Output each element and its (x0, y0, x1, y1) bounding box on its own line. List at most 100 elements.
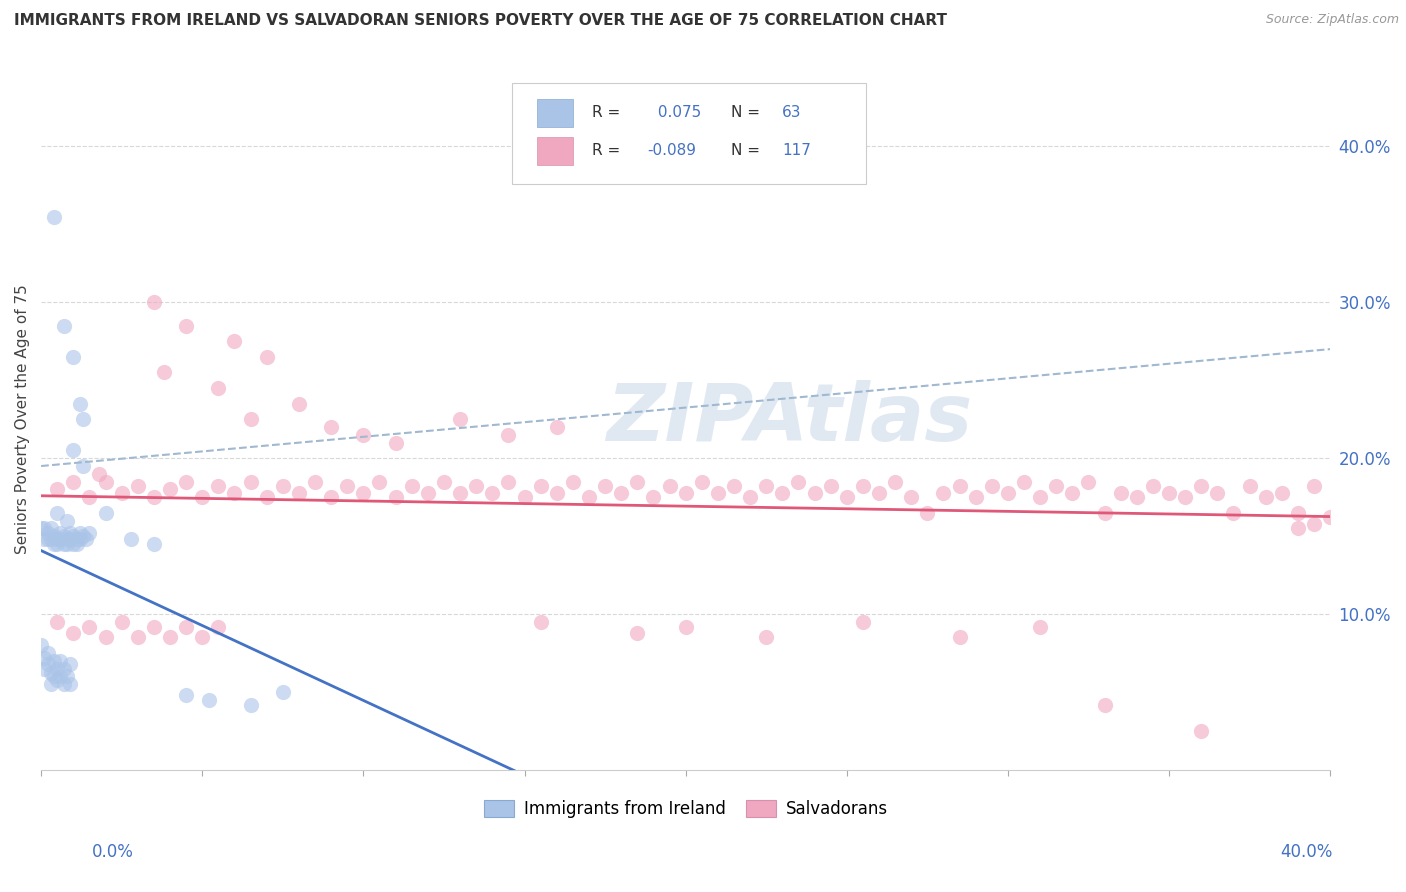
Point (49, 533, 72, 547)
Point (1189, 479, 1212, 493)
Point (352, 427, 374, 442)
Point (513, 490, 536, 504)
Point (1142, 479, 1164, 493)
Point (1189, 724, 1212, 739)
Point (37, 646, 59, 660)
Point (1029, 619, 1052, 633)
Point (72, 529, 94, 543)
Point (1271, 485, 1294, 500)
Point (980, 479, 1002, 493)
Legend: Immigrants from Ireland, Salvadorans: Immigrants from Ireland, Salvadorans (477, 793, 894, 825)
Point (965, 490, 987, 504)
Point (159, 631, 181, 645)
Point (224, 334, 246, 349)
Point (46, 662, 69, 676)
Point (1094, 698, 1116, 712)
Point (72, 412, 94, 426)
Point (79, 490, 101, 504)
Point (56, 537, 79, 551)
Text: 0.0%: 0.0% (91, 843, 134, 861)
Point (868, 485, 890, 500)
Text: 117: 117 (782, 143, 811, 158)
Point (46, 615, 69, 629)
Point (1206, 485, 1229, 500)
Point (191, 631, 214, 645)
Point (65, 533, 87, 547)
Point (1062, 485, 1084, 500)
Point (578, 490, 600, 504)
Point (42, 210, 65, 224)
Point (239, 412, 262, 426)
Point (62, 475, 84, 489)
Point (900, 490, 922, 504)
Point (626, 625, 648, 640)
Point (239, 475, 262, 489)
Point (1045, 479, 1067, 493)
Point (1077, 475, 1099, 489)
Point (643, 490, 665, 504)
Point (94, 631, 117, 645)
Point (304, 475, 326, 489)
Point (1286, 521, 1309, 535)
Point (79, 526, 101, 541)
Point (498, 475, 520, 489)
Point (948, 479, 970, 493)
Point (948, 631, 970, 645)
Point (498, 427, 520, 442)
FancyBboxPatch shape (512, 83, 866, 185)
Point (1029, 490, 1052, 504)
Point (59, 657, 82, 671)
Point (1319, 510, 1341, 524)
Point (174, 688, 197, 702)
Text: 0.075: 0.075 (654, 105, 702, 120)
Point (174, 619, 197, 633)
Point (174, 475, 197, 489)
Point (62, 537, 84, 551)
Point (34, 650, 56, 665)
Point (52, 662, 75, 676)
Point (62, 443, 84, 458)
Point (336, 479, 359, 493)
Point (626, 475, 648, 489)
Point (75, 533, 97, 547)
Text: 63: 63 (782, 105, 801, 120)
Text: R =: R = (592, 105, 624, 120)
Point (34, 533, 56, 547)
Point (690, 475, 713, 489)
Point (368, 475, 391, 489)
Point (433, 475, 456, 489)
Point (46, 537, 69, 551)
Point (738, 490, 761, 504)
Point (30, 521, 52, 535)
Point (1012, 475, 1035, 489)
Point (658, 479, 681, 493)
Point (69, 397, 91, 411)
Point (59, 526, 82, 541)
Point (191, 490, 214, 504)
Point (384, 490, 406, 504)
Point (52, 677, 75, 691)
Text: Source: ZipAtlas.com: Source: ZipAtlas.com (1265, 13, 1399, 27)
Point (46, 506, 69, 520)
Point (94, 475, 117, 489)
Point (884, 475, 907, 489)
Point (321, 420, 343, 434)
Point (546, 420, 568, 434)
Point (1303, 479, 1326, 493)
Point (288, 485, 311, 500)
Point (256, 490, 278, 504)
Point (1254, 490, 1277, 504)
Point (787, 475, 810, 489)
Point (610, 485, 633, 500)
Point (207, 619, 229, 633)
Point (142, 490, 165, 504)
Point (803, 485, 825, 500)
Point (120, 533, 142, 547)
Point (62, 350, 84, 364)
Point (42, 529, 65, 543)
Text: ZIPAtlas: ZIPAtlas (606, 380, 972, 458)
Point (197, 693, 219, 707)
Point (917, 506, 939, 520)
Point (30, 638, 52, 652)
Point (37, 657, 59, 671)
